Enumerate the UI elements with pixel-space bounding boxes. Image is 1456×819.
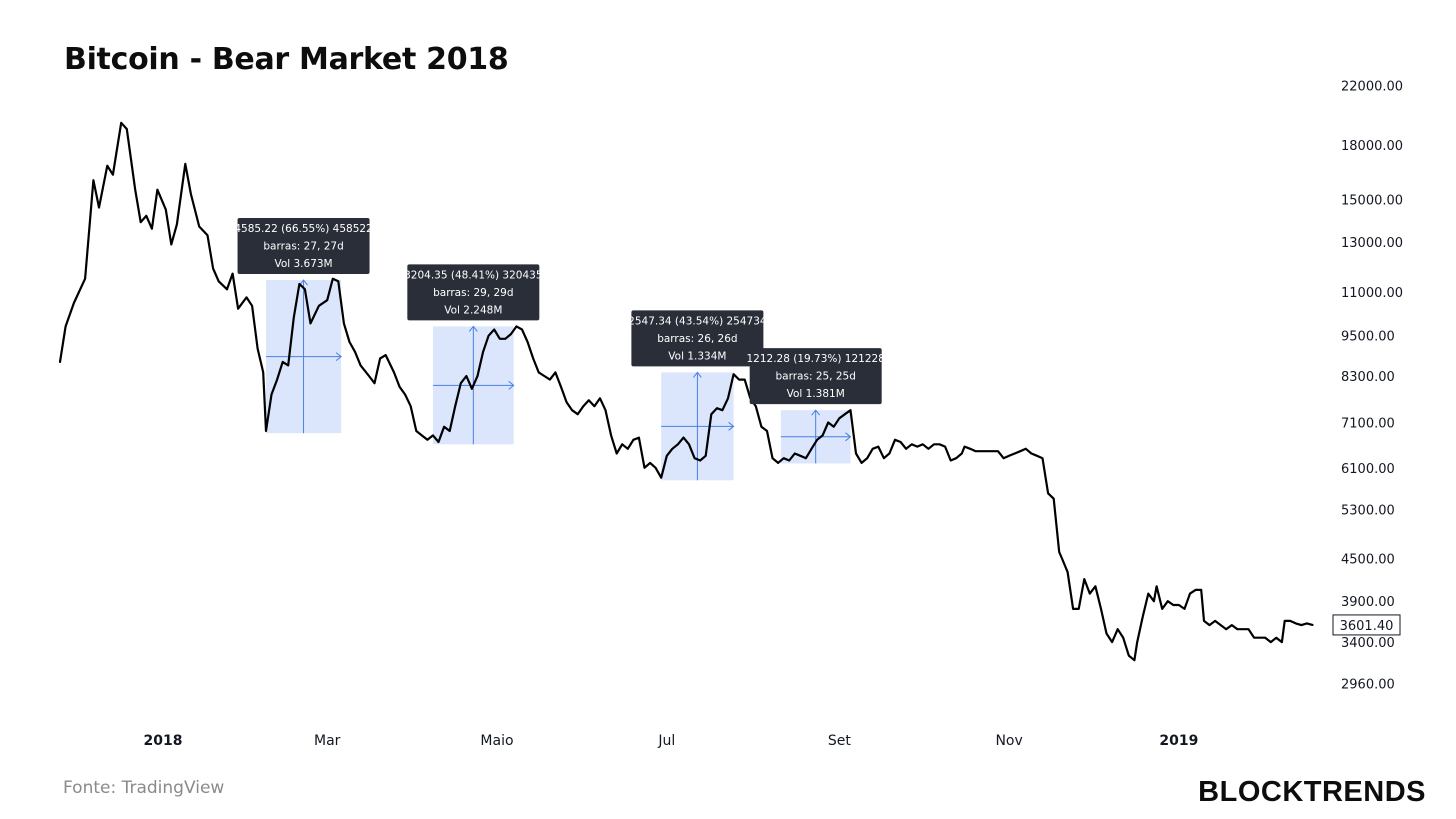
y-tick-label: 18000.00	[1341, 139, 1403, 154]
y-tick-label: 22000.00	[1341, 79, 1403, 94]
x-tick-label: 2018	[144, 733, 183, 749]
y-tick-label: 8300.00	[1341, 370, 1395, 385]
y-tick-label: 3900.00	[1341, 595, 1395, 610]
y-tick-label: 5300.00	[1341, 504, 1395, 519]
y-tick-label: 9500.00	[1341, 330, 1395, 345]
y-tick-label: 15000.00	[1341, 193, 1403, 208]
tooltip-line: barras: 27, 27d	[263, 241, 343, 253]
source-caption: Fonte: TradingView	[63, 778, 224, 798]
tooltip-line: barras: 29, 29d	[433, 287, 513, 299]
x-tick-label: 2019	[1159, 733, 1198, 749]
range-tooltip-1: 4585.22 (66.55%) 458522 barras: 27, 27d Vo…	[234, 218, 372, 274]
x-tick-label: Jul	[657, 733, 675, 749]
last-price-label: 3601.40	[1340, 619, 1394, 634]
y-tick-label: 2960.00	[1341, 677, 1395, 692]
tooltip-line: 4585.22 (66.55%) 458522	[234, 223, 372, 235]
tooltip-line: Vol 1.334M	[668, 350, 726, 362]
range-tooltip-4: 1212.28 (19.73%) 121228 barras: 25, 25d Vo…	[746, 348, 884, 404]
y-tick-label: 4500.00	[1341, 553, 1395, 568]
tooltip-line: 1212.28 (19.73%) 121228	[746, 353, 884, 365]
x-tick-label: Set	[828, 733, 852, 749]
tooltip-line: 2547.34 (43.54%) 254734	[628, 315, 767, 327]
range-tooltip-2: 3204.35 (48.41%) 320435 barras: 29, 29d Vo…	[404, 264, 542, 320]
tooltip-line: Vol 3.673M	[274, 258, 332, 270]
x-tick-label: Nov	[995, 733, 1022, 749]
y-tick-label: 3400.00	[1341, 636, 1395, 651]
y-tick-label: 11000.00	[1341, 286, 1403, 301]
y-tick-label: 6100.00	[1341, 462, 1395, 477]
y-axis: 22000.00 18000.00 15000.00 13000.00 11000.00…	[1341, 79, 1403, 692]
last-price-marker: 3601.40	[1333, 615, 1400, 635]
tooltip-line: barras: 25, 25d	[775, 371, 855, 383]
range-box-3	[661, 372, 733, 480]
brand-logo: BLOCKTRENDS	[1198, 776, 1426, 809]
x-axis: 2018 Mar Maio Jul Set Nov 2019	[144, 733, 1199, 749]
range-box-1	[266, 280, 341, 433]
tooltip-line: Vol 2.248M	[444, 304, 502, 316]
y-tick-label: 13000.00	[1341, 236, 1403, 251]
tooltip-line: 3204.35 (48.41%) 320435	[404, 269, 542, 281]
x-tick-label: Maio	[480, 733, 513, 749]
tooltip-line: Vol 1.381M	[787, 388, 845, 400]
tooltip-line: barras: 26, 26d	[657, 333, 737, 345]
x-tick-label: Mar	[314, 733, 341, 749]
y-tick-label: 7100.00	[1341, 417, 1395, 432]
